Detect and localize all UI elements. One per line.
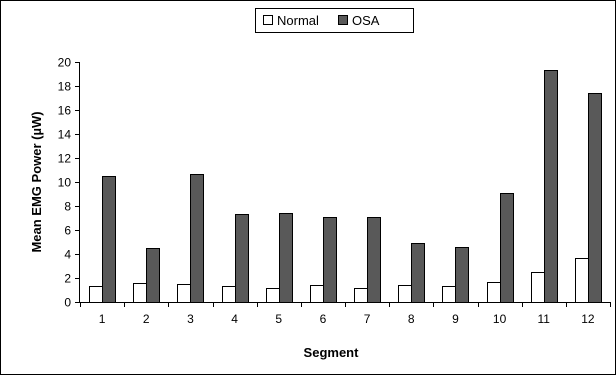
- x-tick-label: 7: [364, 312, 371, 326]
- bar-osa-segment-3: [190, 174, 204, 303]
- x-tick-label: 12: [581, 312, 595, 326]
- legend-swatch-normal: [263, 15, 273, 25]
- bar-osa-segment-4: [235, 214, 249, 303]
- y-tick-label: 2: [64, 272, 71, 286]
- y-tick-label: 12: [58, 152, 72, 166]
- bar-normal-segment-7: [354, 288, 368, 303]
- bar-osa-segment-10: [500, 193, 514, 303]
- y-tick-label: 6: [64, 224, 71, 238]
- y-tick-label: 10: [58, 176, 72, 190]
- x-tick-label: 10: [493, 312, 507, 326]
- y-tick-label: 8: [64, 200, 71, 214]
- legend-swatch-osa: [338, 15, 348, 25]
- bar-osa-segment-7: [367, 217, 381, 303]
- x-tick-label: 9: [452, 312, 459, 326]
- bar-osa-segment-12: [588, 93, 602, 303]
- bar-normal-segment-1: [89, 286, 103, 303]
- y-tick-label: 20: [58, 56, 72, 70]
- y-axis-title: Mean EMG Power (µW): [29, 111, 44, 252]
- y-tick-label: 4: [64, 248, 71, 262]
- bar-normal-segment-8: [398, 285, 412, 303]
- x-tick-label: 1: [99, 312, 106, 326]
- bar-normal-segment-5: [266, 288, 280, 303]
- bar-osa-segment-8: [411, 243, 425, 303]
- legend: Normal OSA: [255, 8, 414, 33]
- bar-osa-segment-6: [323, 217, 337, 303]
- y-ticks: 0 2 4 6 8 10 12 14 16 18 20: [58, 56, 80, 310]
- bar-osa-segment-2: [146, 248, 160, 303]
- y-tick-label: 0: [64, 296, 71, 310]
- x-ticks: 1 2 3 4 5 6 7 8 9 10 11 12: [80, 302, 611, 326]
- bar-osa-segment-1: [102, 176, 116, 303]
- x-tick-label: 11: [538, 312, 551, 326]
- y-tick-label: 16: [58, 104, 72, 118]
- x-tick-label: 3: [187, 312, 194, 326]
- x-axis-title: Segment: [304, 345, 360, 360]
- bar-normal-segment-12: [575, 258, 589, 303]
- bar-normal-segment-6: [310, 285, 324, 303]
- y-tick-label: 14: [58, 128, 72, 142]
- y-tick-label: 18: [58, 80, 72, 94]
- x-tick-label: 2: [143, 312, 150, 326]
- bar-osa-segment-5: [279, 213, 293, 303]
- x-tick-label: 6: [320, 312, 327, 326]
- bars: [89, 70, 602, 303]
- legend-label-osa: OSA: [352, 13, 380, 28]
- x-tick-label: 8: [408, 312, 415, 326]
- x-tick-label: 5: [275, 312, 282, 326]
- bar-osa-segment-11: [544, 70, 558, 303]
- bar-normal-segment-9: [442, 286, 456, 303]
- x-tick-label: 4: [231, 312, 238, 326]
- bar-osa-segment-9: [455, 247, 469, 303]
- bar-normal-segment-2: [133, 283, 147, 303]
- bar-normal-segment-3: [177, 284, 191, 303]
- legend-label-normal: Normal: [277, 13, 319, 28]
- bar-normal-segment-10: [487, 282, 501, 303]
- legend-box: [255, 8, 414, 33]
- bar-normal-segment-11: [531, 272, 545, 303]
- bar-normal-segment-4: [222, 286, 236, 303]
